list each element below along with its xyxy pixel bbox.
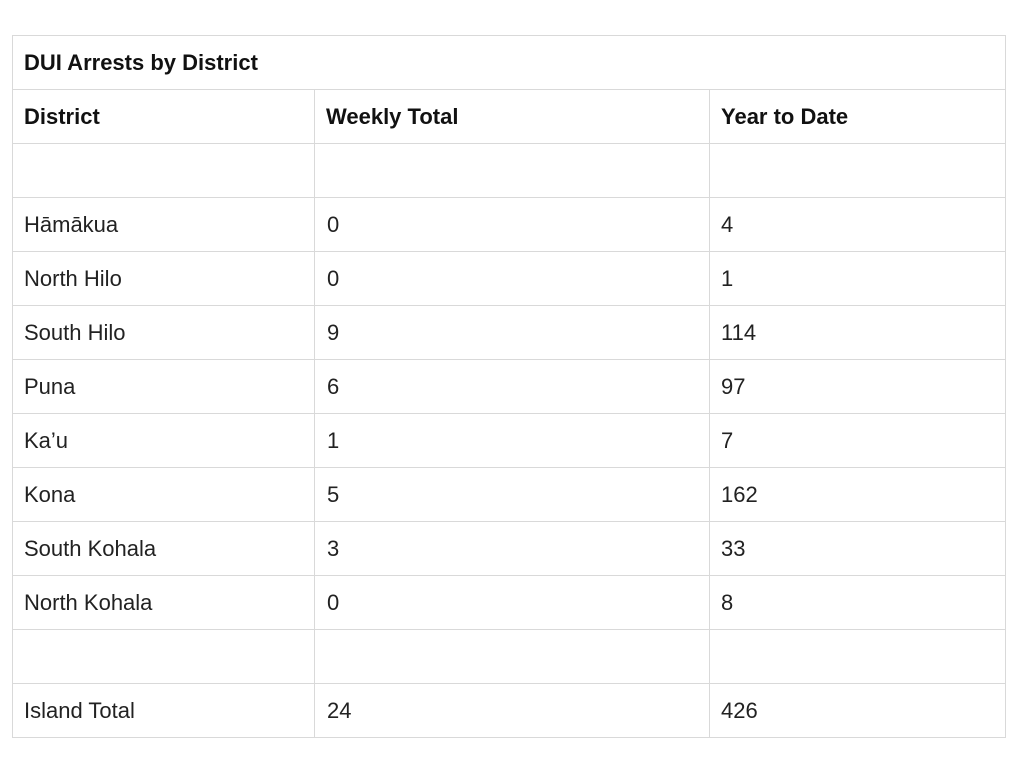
table-row-island-total: Island Total 24 426 (12, 683, 1007, 738)
weekly-total-cell: 9 (314, 305, 710, 360)
district-cell: South Kohala (12, 521, 315, 576)
table-row: South Hilo 9 114 (12, 305, 1007, 360)
district-cell (12, 629, 315, 684)
table-row: South Kohala 3 33 (12, 521, 1007, 576)
year-to-date-cell: 4 (708, 197, 1007, 252)
table-title-row: DUI Arrests by District (11, 35, 1007, 90)
year-to-date-cell: 8 (708, 575, 1007, 630)
table-row: Puna 6 97 (12, 359, 1007, 414)
weekly-total-cell: 5 (314, 467, 710, 522)
district-cell: Puna (12, 359, 315, 414)
district-cell: Hāmākua (12, 197, 315, 252)
table-row: North Hilo 0 1 (12, 251, 1007, 306)
weekly-total-cell: 3 (314, 521, 710, 576)
district-cell (12, 143, 315, 198)
district-cell: Ka’u (12, 413, 315, 468)
year-to-date-cell: 426 (708, 683, 1007, 738)
weekly-total-cell (314, 629, 710, 684)
district-cell: Kona (12, 467, 315, 522)
weekly-total-cell: 24 (314, 683, 710, 738)
district-cell: Island Total (12, 683, 315, 738)
year-to-date-cell: 162 (708, 467, 1007, 522)
table-title: DUI Arrests by District (11, 35, 1007, 90)
table-row (12, 143, 1007, 198)
table-header-row: District Weekly Total Year to Date (12, 89, 1007, 144)
year-to-date-cell: 97 (708, 359, 1007, 414)
weekly-total-cell: 0 (314, 575, 710, 630)
weekly-total-cell: 1 (314, 413, 710, 468)
table-row: Kona 5 162 (12, 467, 1007, 522)
year-to-date-cell: 33 (708, 521, 1007, 576)
year-to-date-cell: 1 (708, 251, 1007, 306)
table-row: North Kohala 0 8 (12, 575, 1007, 630)
column-header-weekly-total: Weekly Total (314, 89, 710, 144)
weekly-total-cell (314, 143, 710, 198)
district-cell: North Kohala (12, 575, 315, 630)
weekly-total-cell: 6 (314, 359, 710, 414)
table-body: Hāmākua 0 4 North Hilo 0 1 South Hilo 9 … (12, 143, 1007, 738)
year-to-date-cell (708, 629, 1007, 684)
weekly-total-cell: 0 (314, 251, 710, 306)
year-to-date-cell: 114 (708, 305, 1007, 360)
district-cell: North Hilo (12, 251, 315, 306)
year-to-date-cell (708, 143, 1007, 198)
year-to-date-cell: 7 (708, 413, 1007, 468)
dui-arrests-table: DUI Arrests by District District Weekly … (11, 35, 1007, 738)
table-row: Ka’u 1 7 (12, 413, 1007, 468)
column-header-district: District (12, 89, 315, 144)
table-row (12, 629, 1007, 684)
district-cell: South Hilo (12, 305, 315, 360)
column-header-year-to-date: Year to Date (708, 89, 1007, 144)
dui-arrests-table-container: DUI Arrests by District District Weekly … (11, 35, 1007, 738)
table-row: Hāmākua 0 4 (12, 197, 1007, 252)
weekly-total-cell: 0 (314, 197, 710, 252)
